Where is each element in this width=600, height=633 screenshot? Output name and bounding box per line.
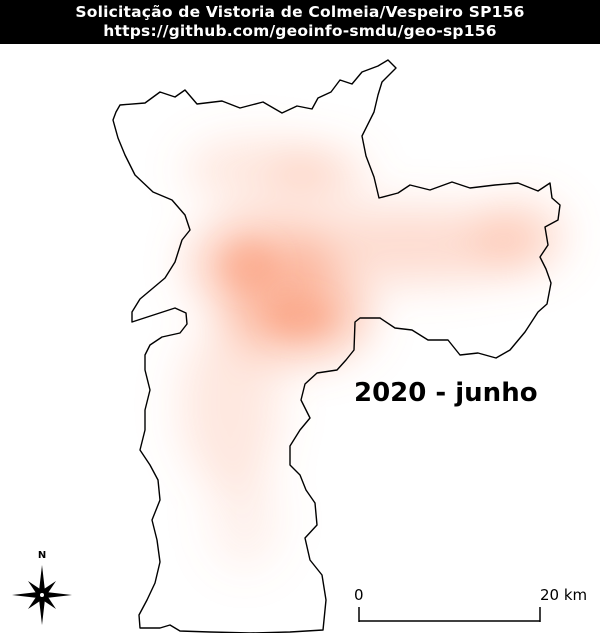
period-label: 2020 - junho — [354, 378, 538, 408]
heat-zone — [180, 320, 280, 490]
north-label: N — [37, 550, 47, 561]
heat-zone — [275, 150, 365, 200]
city-boundary — [112, 59, 561, 633]
heat-zone — [475, 200, 565, 270]
heat-zone — [280, 207, 540, 283]
title-bar: Solicitação de Vistoria de Colmeia/Vespe… — [0, 0, 600, 44]
heat-zone — [210, 470, 280, 570]
scale-end-label: 20 km — [540, 586, 588, 604]
scale-start-label: 0 — [354, 586, 364, 604]
heat-core — [268, 298, 332, 338]
heatmap-layer — [180, 140, 565, 570]
heatmap-core — [222, 240, 332, 338]
heat-core — [222, 240, 278, 290]
compass-rose-icon — [12, 565, 72, 625]
source-url: https://github.com/geoinfo-smdu/geo-sp15… — [103, 22, 497, 40]
map-title: Solicitação de Vistoria de Colmeia/Vespe… — [75, 3, 525, 21]
scale-bar — [358, 607, 541, 622]
